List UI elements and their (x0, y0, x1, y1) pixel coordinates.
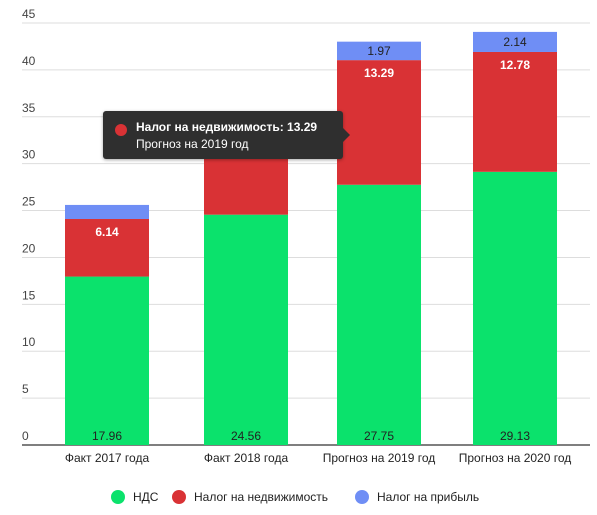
y-tick-label: 30 (22, 148, 36, 162)
y-tick-label: 20 (22, 241, 36, 255)
x-category-label: Факт 2018 года (204, 451, 289, 465)
x-axis-category-labels: Факт 2017 года Факт 2018 года Прогноз на 2… (65, 451, 571, 465)
data-label: 29.13 (500, 429, 530, 443)
legend-label: НДС (133, 490, 159, 504)
legend-label: Налог на недвижимость (194, 490, 328, 504)
bar-segment (337, 41, 421, 61)
data-label: 1.97 (367, 44, 391, 58)
legend-marker (172, 490, 186, 504)
y-tick-label: 10 (22, 335, 36, 349)
bar-segment (473, 51, 557, 172)
legend-label: Налог на прибыль (377, 490, 479, 504)
y-tick-label: 0 (22, 429, 29, 443)
y-tick-label: 45 (22, 7, 36, 21)
data-label: 13.29 (364, 66, 394, 80)
x-category-label: Факт 2017 года (65, 451, 150, 465)
x-category-label: Прогноз на 2020 год (459, 451, 572, 465)
data-label: 24.56 (231, 429, 261, 443)
y-axis-tick-labels: 0 5 10 15 20 25 30 35 40 45 (22, 7, 36, 443)
data-label: 2.14 (503, 35, 527, 49)
data-label: 17.96 (92, 429, 122, 443)
bar-segment (65, 218, 149, 277)
bar-segment (337, 184, 421, 445)
bar-segment (473, 31, 557, 52)
legend-marker (111, 490, 125, 504)
bar-segment (204, 214, 288, 445)
data-label: 6.14 (95, 225, 119, 239)
y-tick-label: 25 (22, 195, 36, 209)
data-label: 27.75 (364, 429, 394, 443)
bar-segment (337, 60, 421, 185)
y-tick-label: 40 (22, 54, 36, 68)
y-tick-label: 15 (22, 288, 36, 302)
tooltip-title: Налог на недвижимость: 13.29 (136, 120, 318, 134)
bar-segment (65, 204, 149, 219)
bars: 17.966.1424.568.9427.7513.291.9729.1312.… (65, 31, 557, 446)
tooltip-series-dot (115, 124, 127, 136)
legend: НДС Налог на недвижимость Налог на прибыль (111, 490, 479, 504)
x-category-label: Прогноз на 2019 год (323, 451, 436, 465)
data-label: 12.78 (500, 58, 530, 72)
tooltip-subtitle: Прогноз на 2019 год (136, 137, 249, 151)
y-tick-label: 35 (22, 101, 36, 115)
bar-segment (473, 171, 557, 446)
legend-marker (355, 490, 369, 504)
y-tick-label: 5 (22, 382, 29, 396)
tooltip-arrow (343, 128, 350, 142)
tooltip: Налог на недвижимость: 13.29 Прогноз на … (103, 111, 350, 159)
bar-segment (65, 276, 149, 445)
